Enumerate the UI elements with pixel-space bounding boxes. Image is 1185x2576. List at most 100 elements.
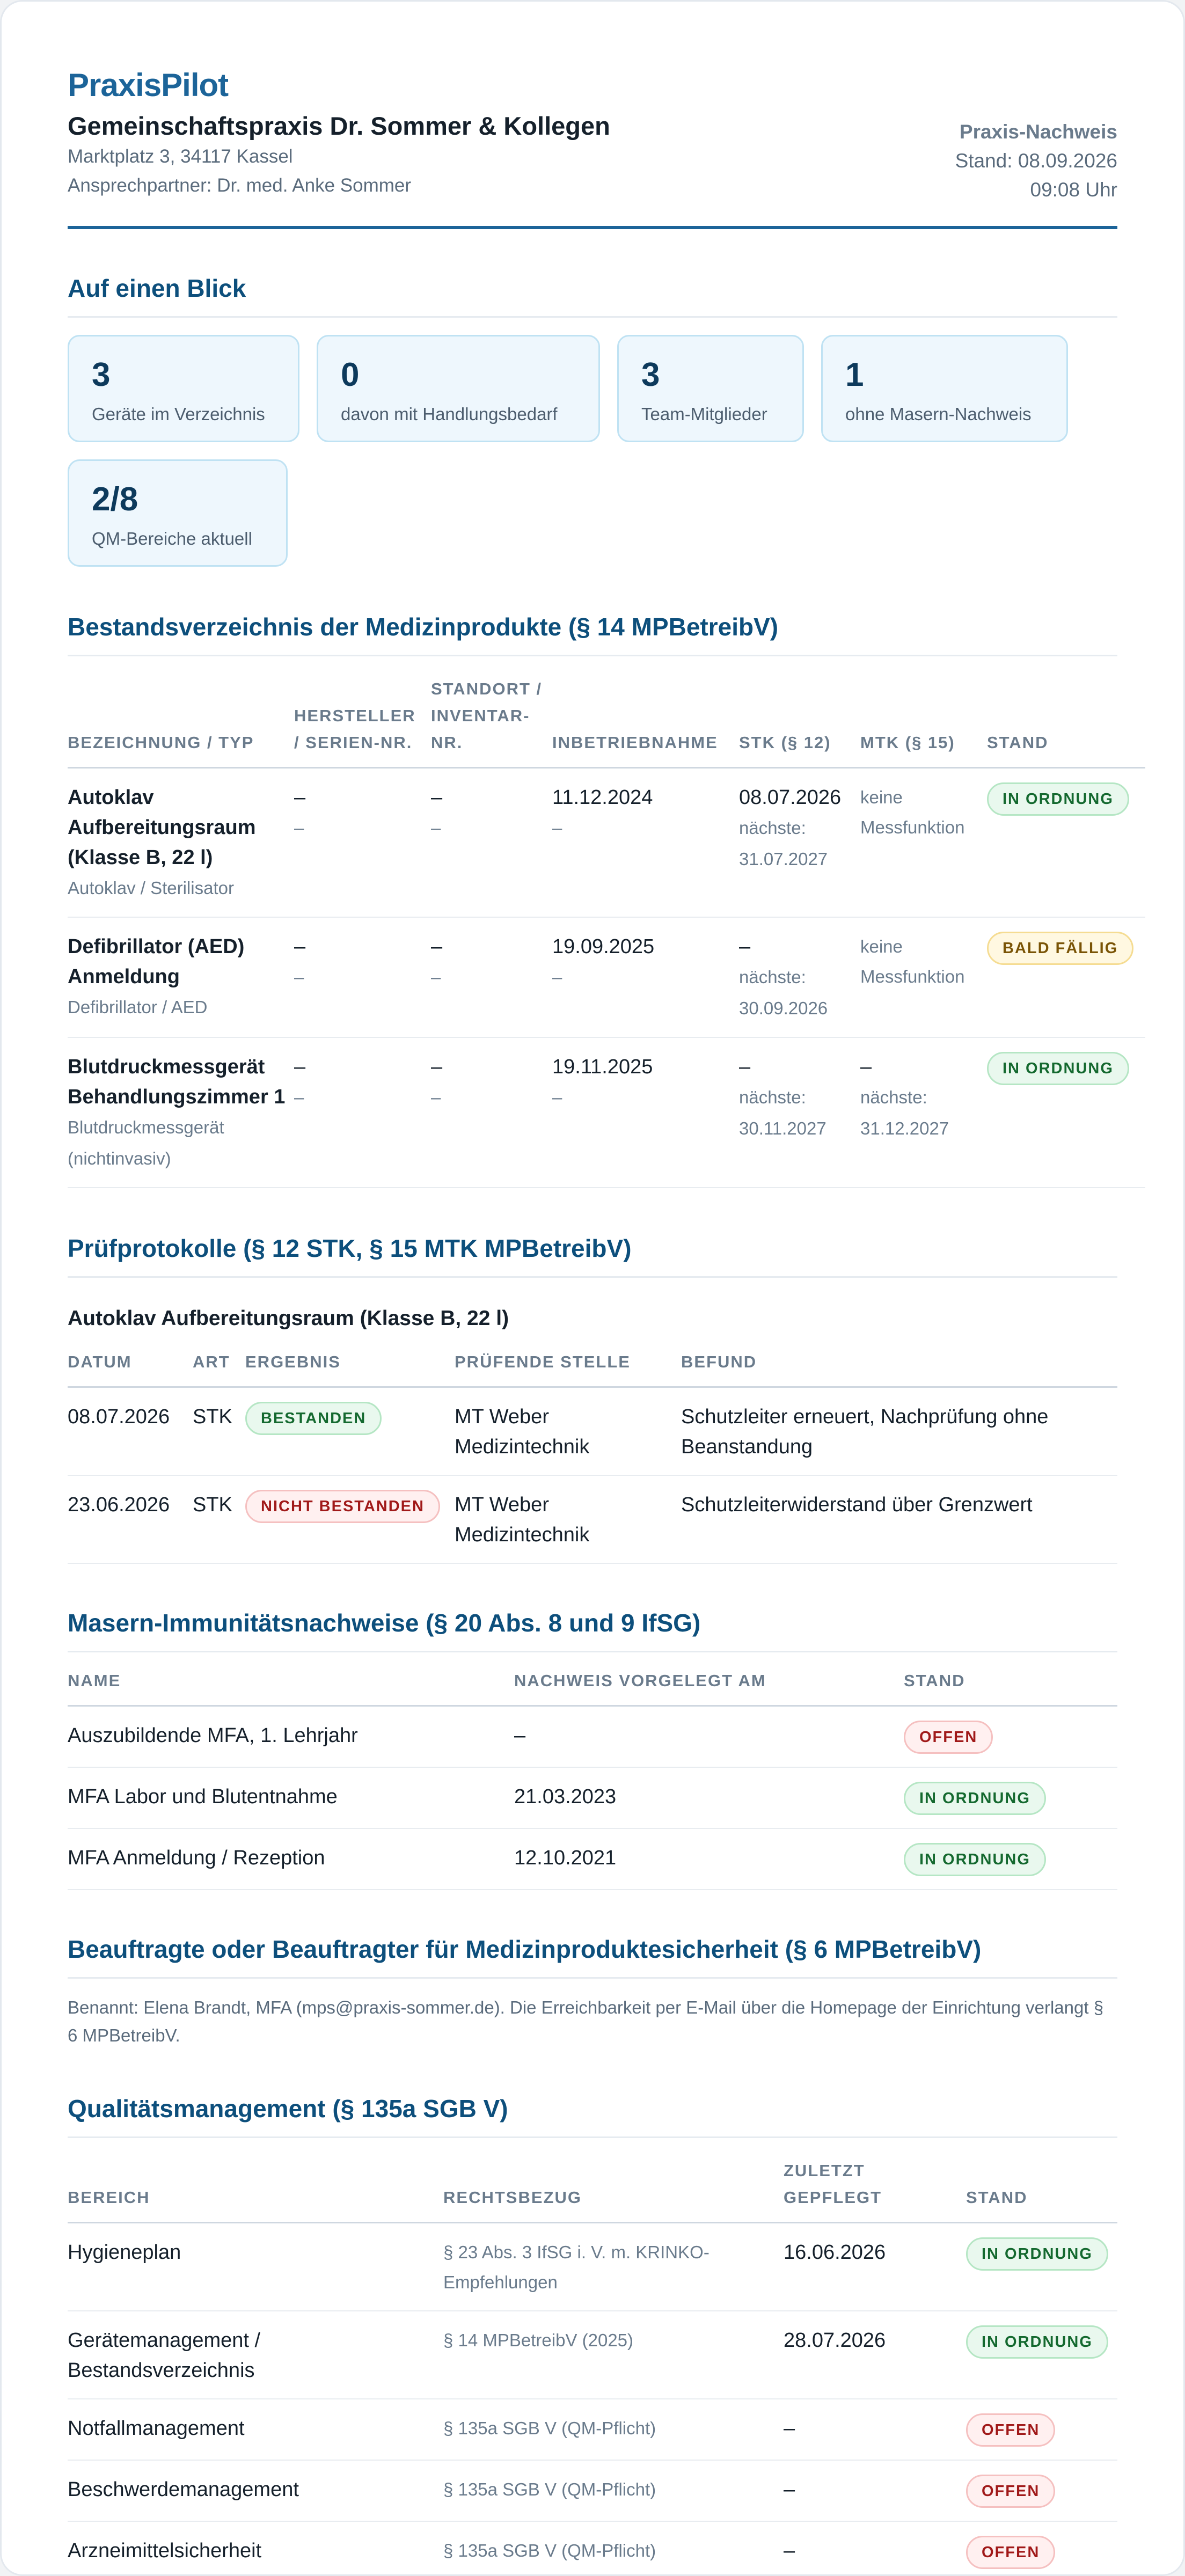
qm-date: – <box>784 2460 966 2522</box>
column-header: STANDORT / INVENTAR-NR. <box>431 676 552 769</box>
result-badge: BESTANDEN <box>245 1402 382 1435</box>
protocol-examiner: MT Weber Medizintechnik <box>455 1475 681 1564</box>
inventory-number: – <box>431 818 441 838</box>
mtk-next: nächste: 31.12.2027 <box>860 1087 949 1138</box>
stk-date: – <box>739 1056 751 1078</box>
mtk-info: keine Messfunktion <box>860 787 965 837</box>
section-title-officer: Beauftragte oder Beauftragter für Medizi… <box>68 1933 1117 1979</box>
commissioning-sub: – <box>552 967 562 987</box>
section-title-protocols: Prüfprotokolle (§ 12 STK, § 15 MTK MPBet… <box>68 1232 1117 1278</box>
table-row: Hygieneplan § 23 Abs. 3 IfSG i. V. m. KR… <box>68 2222 1117 2311</box>
qm-area: Hygieneplan <box>68 2222 443 2311</box>
status-badge: IN ORDNUNG <box>904 1843 1046 1876</box>
kpi-label: QM-Bereiche aktuell <box>92 529 252 548</box>
column-header: STAND <box>904 1667 1117 1707</box>
protocol-finding: Schutzleiter erneuert, Nachprüfung ohne … <box>681 1387 1117 1476</box>
table-row: Defibrillator (AED) Anmeldung Defibrillat… <box>68 917 1145 1038</box>
location: – <box>431 1056 443 1078</box>
qm-date: 16.06.2026 <box>784 2222 966 2311</box>
inventory-table: BEZEICHNUNG / TYP HERSTELLER / SERIEN-NR… <box>68 676 1145 1188</box>
qm-area: Gerätemanagement / Bestandsverzeichnis <box>68 2311 443 2399</box>
column-header: ERGEBNIS <box>245 1349 455 1388</box>
kpi-label: davon mit Handlungsbedarf <box>341 404 558 424</box>
protocol-kind: STK <box>193 1475 245 1564</box>
kpi-card: 3 Geräte im Verzeichnis <box>68 335 299 442</box>
serial-number: – <box>294 1087 304 1107</box>
status-badge: BALD FÄLLIG <box>987 932 1134 965</box>
section-title-inventory: Bestandsverzeichnis der Medizinprodukte … <box>68 611 1117 656</box>
protocol-device-name: Autoklav Aufbereitungsraum (Klasse B, 22… <box>68 1307 509 1330</box>
kpi-label: ohne Masern-Nachweis <box>845 404 1032 424</box>
section-title-measles: Masern-Immunitätsnachweise (§ 20 Abs. 8 … <box>68 1607 1117 1652</box>
device-name: Autoklav Aufbereitungsraum (Klasse B, 22… <box>68 786 256 869</box>
brand-logo: PraxisPilot <box>68 67 229 103</box>
qm-date: – <box>784 2521 966 2574</box>
stk-next: nächste: 31.07.2027 <box>739 818 828 869</box>
kpi-value: 1 <box>845 356 864 393</box>
proof-date: 12.10.2021 <box>514 1828 904 1890</box>
inventory-number: – <box>431 1087 441 1107</box>
column-header: INBETRIEBNAHME <box>552 676 739 769</box>
table-row: Gerätemanagement / Bestandsverzeichnis §… <box>68 2311 1117 2399</box>
commissioning-date: 19.11.2025 <box>552 1056 653 1078</box>
stk-next: nächste: 30.11.2027 <box>739 1087 826 1138</box>
protocol-kind: STK <box>193 1387 245 1476</box>
status-badge: OFFEN <box>966 2536 1056 2569</box>
status-badge: OFFEN <box>966 2413 1056 2447</box>
column-header: PRÜFENDE STELLE <box>455 1349 681 1388</box>
section-title-qm: Qualitätsmanagement (§ 135a SGB V) <box>68 2092 1117 2138</box>
protocol-date: 23.06.2026 <box>68 1475 193 1564</box>
location: – <box>431 935 443 958</box>
commissioning-sub: – <box>552 818 562 838</box>
location: – <box>431 786 443 809</box>
kpi-value: 3 <box>92 356 111 393</box>
qm-date: – <box>784 2399 966 2461</box>
qm-law: § 135a SGB V (QM-Pflicht) <box>443 2460 784 2522</box>
table-row: Auszubildende MFA, 1. Lehrjahr – OFFEN <box>68 1706 1117 1768</box>
qm-section: Qualitätsmanagement (§ 135a SGB V) BEREI… <box>68 2092 1117 2574</box>
kpi-card: 2/8 QM-Bereiche aktuell <box>68 459 288 567</box>
proof-date: 21.03.2023 <box>514 1767 904 1829</box>
table-row: Autoklav Aufbereitungsraum (Klasse B, 22… <box>68 767 1145 918</box>
column-header: HERSTELLER / SERIEN-NR. <box>294 676 431 769</box>
status-badge: IN ORDNUNG <box>987 782 1129 816</box>
serial-number: – <box>294 967 304 987</box>
person-name: Auszubildende MFA, 1. Lehrjahr <box>68 1706 514 1768</box>
officer-section: Beauftragte oder Beauftragter für Medizi… <box>68 1933 1117 2050</box>
overview-section: Auf einen Blick 3 Geräte im Verzeichnis … <box>68 272 1117 567</box>
report-header: PraxisPilot Gemeinschaftspraxis Dr. Somm… <box>68 65 1117 229</box>
mtk-info: – <box>860 1056 872 1078</box>
document-date: Stand: 08.09.2026 <box>955 150 1117 172</box>
kpi-value: 0 <box>341 356 360 393</box>
column-header: ZULETZT GEPFLEGT <box>784 2157 966 2223</box>
device-name: Defibrillator (AED) Anmeldung <box>68 935 245 988</box>
column-header: NACHWEIS VORGELEGT AM <box>514 1667 904 1707</box>
column-header: BEFUND <box>681 1349 1117 1388</box>
status-badge: IN ORDNUNG <box>987 1052 1129 1085</box>
device-type: Defibrillator / AED <box>68 997 208 1017</box>
kpi-label: Team-Mitglieder <box>641 404 767 424</box>
status-badge: IN ORDNUNG <box>966 2325 1108 2359</box>
table-row: 23.06.2026 STK NICHT BESTANDEN MT Weber … <box>68 1475 1117 1564</box>
document-time: 09:08 Uhr <box>1030 179 1118 201</box>
qm-area: Arzneimittelsicherheit <box>68 2521 443 2574</box>
column-header: STAND <box>966 2157 1117 2223</box>
commissioning-sub: – <box>552 1087 562 1107</box>
status-badge: OFFEN <box>966 2475 1056 2508</box>
measles-section: Masern-Immunitätsnachweise (§ 20 Abs. 8 … <box>68 1607 1117 1890</box>
status-badge: IN ORDNUNG <box>966 2237 1108 2271</box>
status-badge: IN ORDNUNG <box>904 1782 1046 1815</box>
protocol-finding: Schutzleiterwiderstand über Grenzwert <box>681 1475 1117 1564</box>
device-type: Autoklav / Sterilisator <box>68 878 234 898</box>
person-name: MFA Labor und Blutentnahme <box>68 1767 514 1829</box>
proof-date: – <box>514 1706 904 1768</box>
kpi-value: 2/8 <box>92 481 138 518</box>
qm-law: § 135a SGB V (QM-Pflicht) <box>443 2399 784 2461</box>
commissioning-date: 11.12.2024 <box>552 786 653 809</box>
inventory-number: – <box>431 967 441 987</box>
commissioning-date: 19.09.2025 <box>552 935 655 958</box>
measles-table: NAME NACHWEIS VORGELEGT AM STAND Auszubi… <box>68 1667 1117 1890</box>
stk-next: nächste: 30.09.2026 <box>739 967 828 1018</box>
document-title: Praxis-Nachweis <box>959 121 1117 143</box>
column-header: ART <box>193 1349 245 1388</box>
